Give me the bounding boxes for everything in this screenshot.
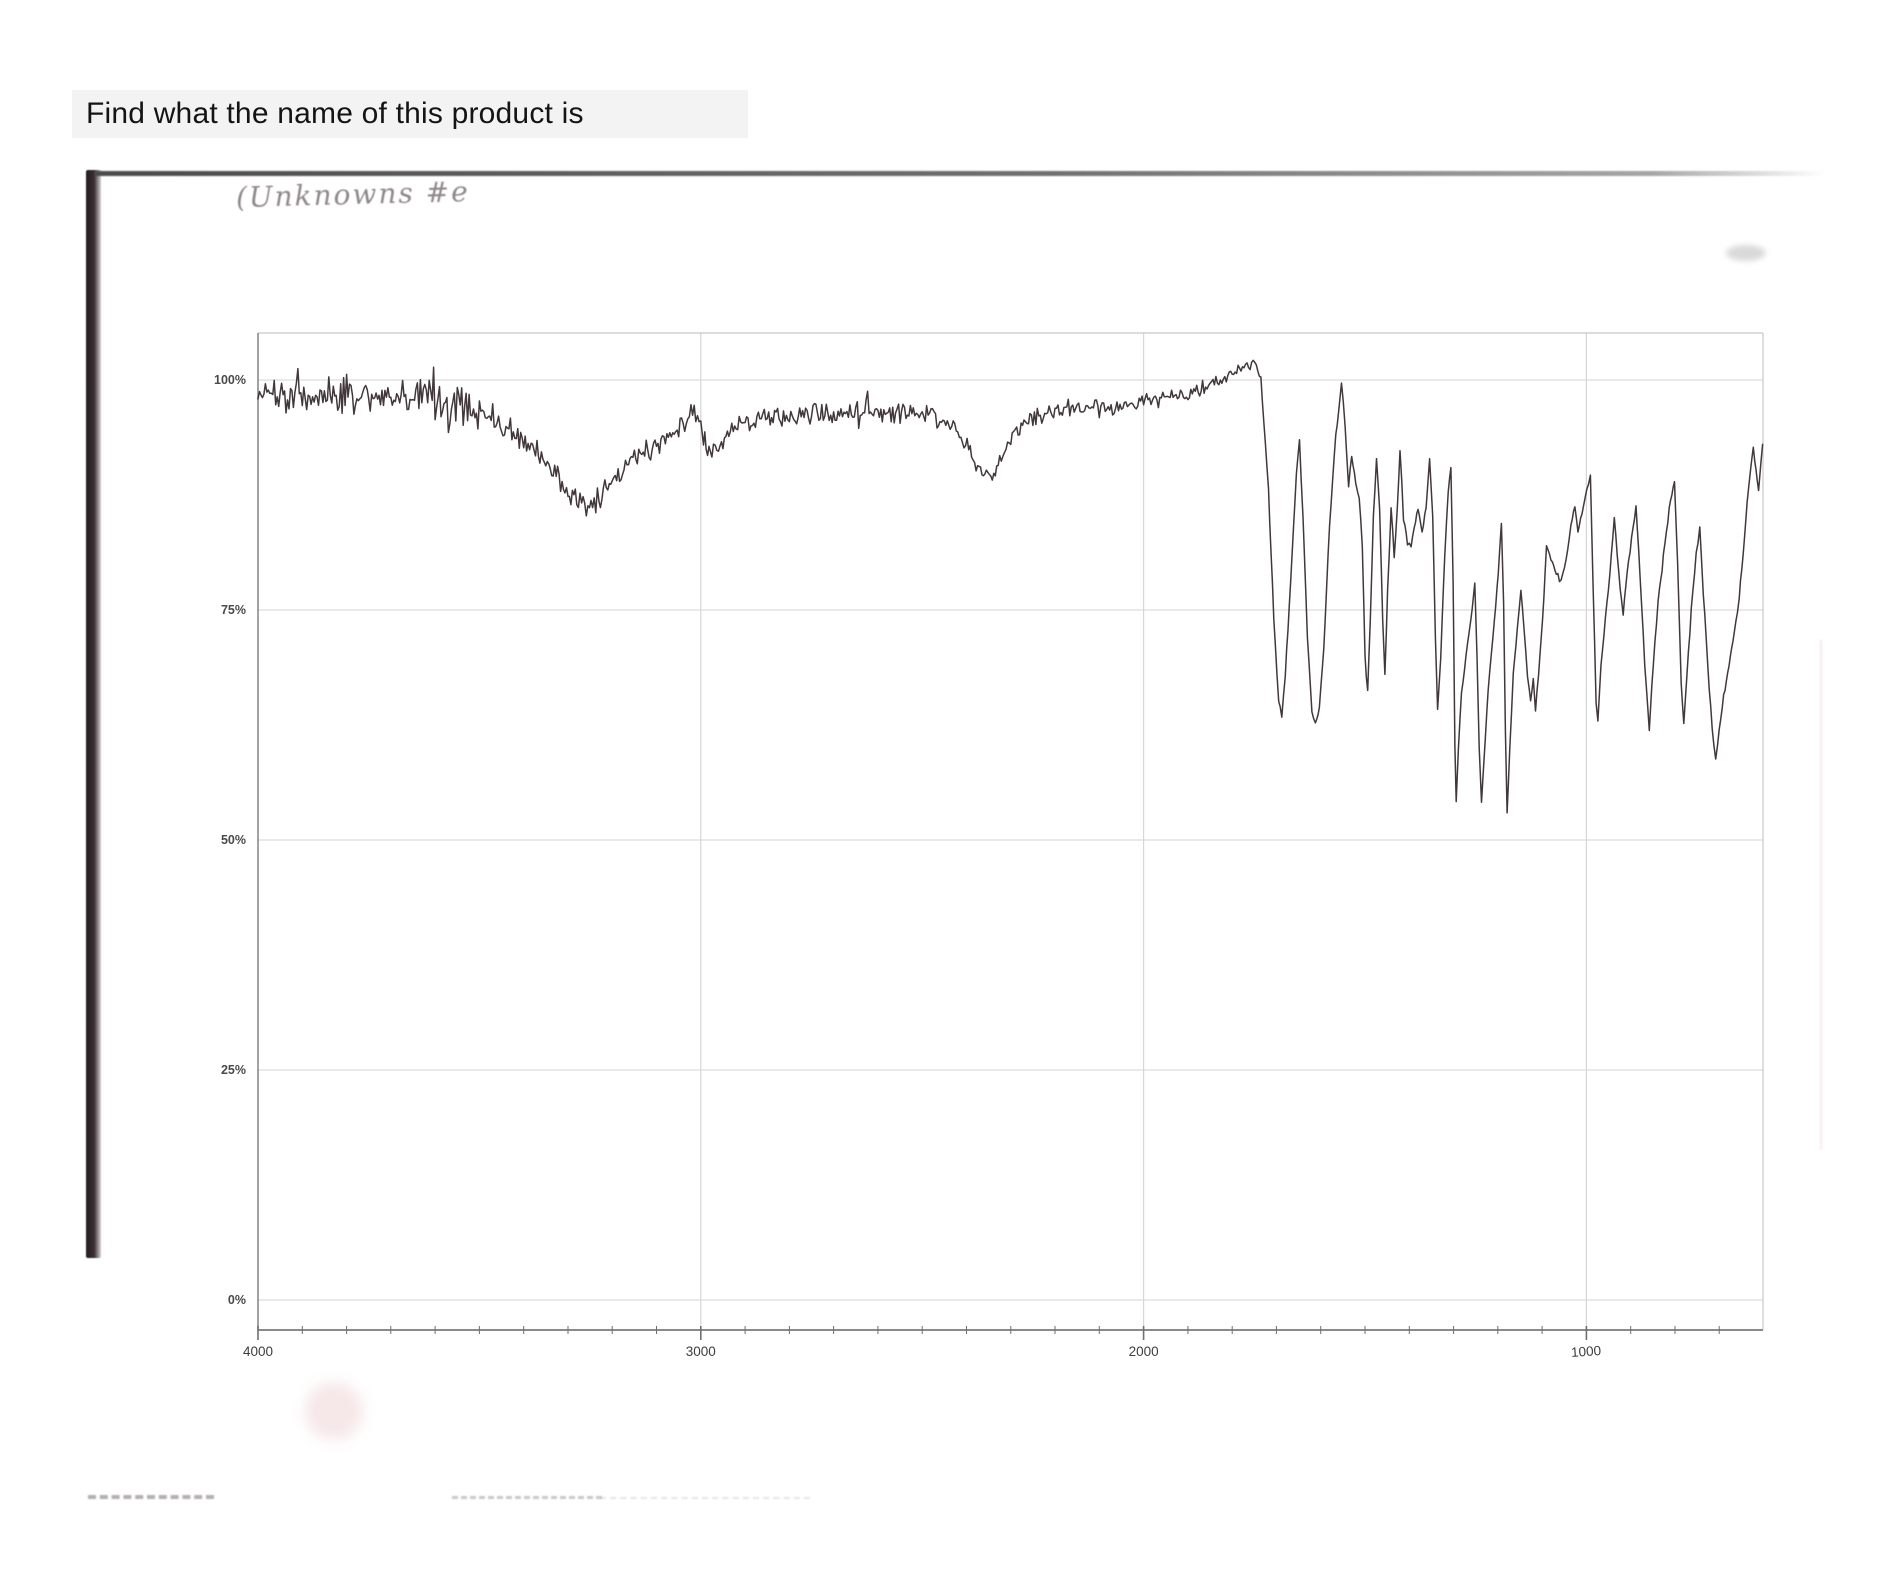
scan-artifact-bottom-dashes-mid — [452, 1496, 602, 1502]
x-tick-label: 4000 — [243, 1344, 273, 1359]
y-tick-label: 75% — [221, 603, 246, 617]
scan-artifact-gray-smudge — [1726, 245, 1766, 261]
scan-artifact-faint-vertical-line — [1820, 640, 1822, 1150]
y-tick-label: 25% — [221, 1063, 246, 1077]
page-title-band: Find what the name of this product is — [72, 90, 748, 138]
y-tick-label: 0% — [228, 1293, 246, 1307]
y-tick-label: 100% — [214, 373, 246, 387]
x-tick-label: 3000 — [686, 1344, 716, 1359]
scan-artifact-top-edge-line — [95, 171, 1825, 176]
spectrum-curve — [257, 359, 1764, 814]
scan-artifact-left-edge-bar — [86, 170, 101, 1258]
scan-artifact-bottom-dashes-left — [88, 1495, 214, 1503]
y-tick-label: 50% — [221, 833, 246, 847]
scan-artifact-bottom-dashes-faint — [600, 1497, 810, 1501]
scan-artifact-pink-smudge — [305, 1382, 363, 1440]
page-title: Find what the name of this product is — [86, 97, 584, 130]
x-tick-label: 1000 — [1571, 1343, 1602, 1360]
x-tick-label: 2000 — [1129, 1344, 1159, 1359]
